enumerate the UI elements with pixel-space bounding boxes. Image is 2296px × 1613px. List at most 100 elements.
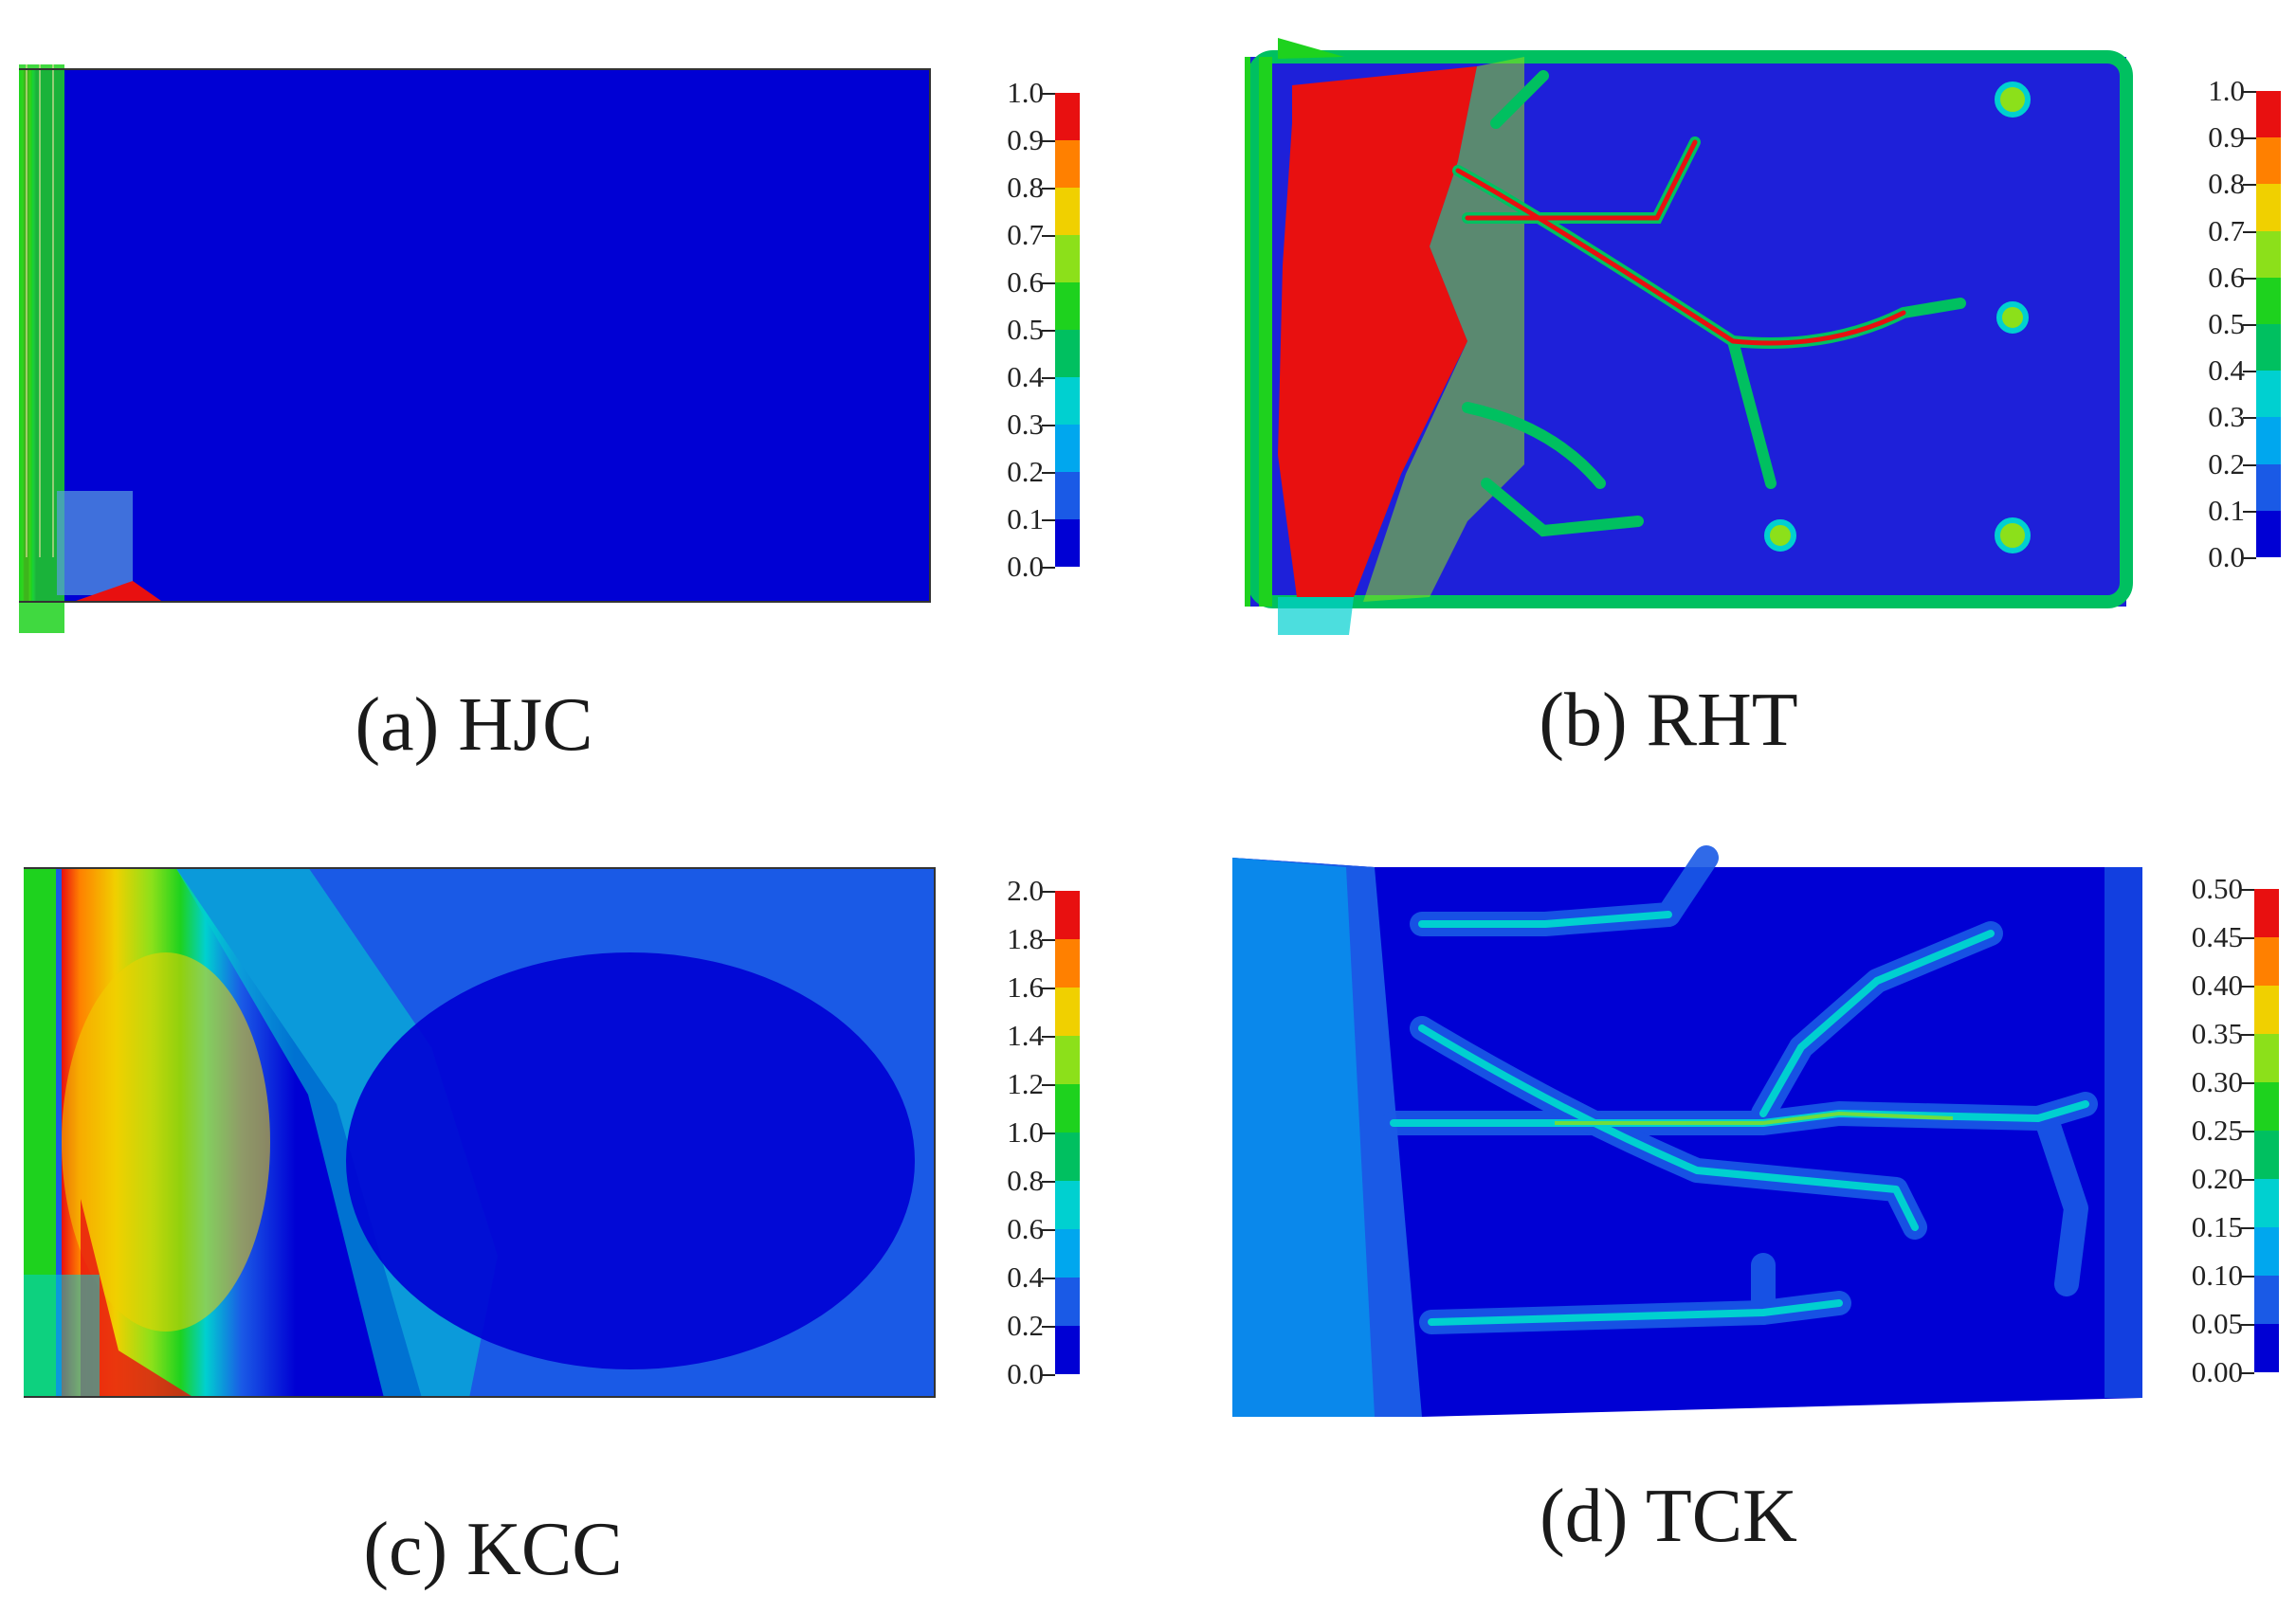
contour-plot-rht [1245,38,2133,635]
colorbar-tick-label: 1.0 [1007,76,1044,109]
colorbar-segment [2256,277,2281,325]
colorbar-segment [2254,1324,2279,1372]
colorbar-tick-mark [1042,1278,1055,1279]
colorbar-tick-label: 0.8 [1007,1164,1044,1197]
contour-plot-tck [1232,845,2142,1417]
colorbar-segment [1055,1036,1080,1084]
colorbar-segment [1055,1229,1080,1278]
colorbar-tick-mark [1042,1374,1055,1376]
colorbar-tick-mark [2241,1324,2254,1326]
colorbar-segment [2256,184,2281,231]
colorbar-segment [1055,93,1080,140]
colorbar-tick-label: 0.45 [2191,920,2243,953]
colorbar-tick-label: 0.3 [2208,400,2245,434]
colorbar-tick-mark [2243,137,2256,140]
colorbar-tick-label: 0.5 [1007,313,1044,346]
colorbar-segment [2256,463,2281,511]
colorbar-tick-mark [2241,1131,2254,1133]
colorbar-tick-mark [2243,230,2256,233]
colorbar-segment [1055,988,1080,1036]
colorbar-tick-mark [2241,1179,2254,1181]
colorbar-tick-mark [1042,519,1055,521]
colorbar-tick-mark [2243,510,2256,513]
colorbar-tick-label: 0.0 [1007,1357,1044,1390]
colorbar-tick-mark [2243,277,2256,280]
colorbar-tick-label: 0.25 [2191,1114,2243,1147]
colorbar-tick-label: 0.2 [2208,446,2245,480]
colorbar-tick-mark [2241,986,2254,988]
colorbar-tick-mark [1042,1326,1055,1328]
colorbar-tck [2254,889,2279,1372]
colorbar-rht [2256,91,2281,558]
colorbar-segment [1055,235,1080,282]
colorbar-tick-label: 0.0 [1007,550,1044,583]
colorbar-tick-label: 0.1 [1007,502,1044,535]
caption-rht: (b) RHT [1539,679,1798,762]
colorbar-tick-label: 2.0 [1007,874,1044,907]
contour-plot-hjc [19,64,931,633]
colorbar-tick-mark [1042,472,1055,474]
colorbar-tick-label: 0.4 [1007,1260,1044,1294]
colorbar-tick-mark [2243,557,2256,559]
colorbar-tick-mark [1042,1181,1055,1183]
colorbar-segment [1055,188,1080,235]
colorbar-tick-mark [2243,371,2256,373]
colorbar-segment [1055,939,1080,988]
colorbar-tick-mark [2243,463,2256,466]
colorbar-tick-mark [1042,330,1055,332]
colorbar-segment [1055,1084,1080,1133]
colorbar-segment [2254,937,2279,986]
caption-kcc: (c) KCC [363,1508,623,1591]
colorbar-tick-mark [1042,939,1055,941]
colorbar-tick-mark [2243,91,2256,93]
colorbar-segment [2254,1034,2279,1082]
caption-tck: (d) TCK [1540,1475,1797,1558]
colorbar-tick-mark [1042,891,1055,893]
colorbar-tick-label: 0.6 [2208,260,2245,294]
colorbar-tick-mark [1042,567,1055,569]
colorbar-tick-mark [1042,93,1055,95]
colorbar-tick-label: 1.0 [1007,1115,1044,1149]
colorbar-tick-label: 0.7 [1007,218,1044,251]
colorbar-segment [1055,377,1080,425]
colorbar-tick-mark [1042,282,1055,284]
colorbar-segment [1055,425,1080,472]
colorbar-tick-label: 0.8 [1007,171,1044,204]
colorbar-segment [2256,137,2281,185]
colorbar-tick-label: 0.5 [2208,307,2245,340]
colorbar-tick-mark [2241,1227,2254,1229]
colorbar-tick-label: 1.0 [2208,74,2245,107]
colorbar-segment [2254,1179,2279,1227]
colorbar-tick-mark [1042,377,1055,379]
colorbar-tick-mark [1042,425,1055,426]
colorbar-segment [2254,1276,2279,1324]
colorbar-tick-label: 0.1 [2208,493,2245,527]
colorbar-segment [1055,1181,1080,1229]
colorbar-segment [2256,324,2281,372]
colorbar-tick-mark [2241,1082,2254,1084]
colorbar-tick-mark [2241,889,2254,891]
colorbar-tick-label: 0.2 [1007,455,1044,488]
colorbar-tick-label: 1.6 [1007,970,1044,1004]
colorbar-segment [1055,282,1080,330]
colorbar-segment [2256,230,2281,278]
colorbar-tick-label: 0.40 [2191,969,2243,1002]
colorbar-segment [2254,1082,2279,1131]
colorbar-segment [1055,1326,1080,1374]
colorbar-tick-mark [1042,1084,1055,1086]
caption-hjc: (a) HJC [355,683,593,767]
colorbar-segment [2254,986,2279,1034]
colorbar-segment [1055,519,1080,567]
colorbar-tick-label: 1.4 [1007,1019,1044,1052]
colorbar-tick-mark [2241,1372,2254,1374]
colorbar-tick-label: 0.35 [2191,1017,2243,1050]
colorbar-tick-label: 0.4 [2208,353,2245,388]
colorbar-segment [1055,472,1080,519]
colorbar-tick-label: 0.9 [1007,123,1044,156]
colorbar-tick-label: 1.8 [1007,922,1044,955]
colorbar-tick-mark [1042,140,1055,142]
colorbar-tick-label: 0.10 [2191,1259,2243,1292]
colorbar-segment [2256,417,2281,464]
colorbar-tick-label: 0.30 [2191,1065,2243,1098]
colorbar-segment [1055,1278,1080,1326]
